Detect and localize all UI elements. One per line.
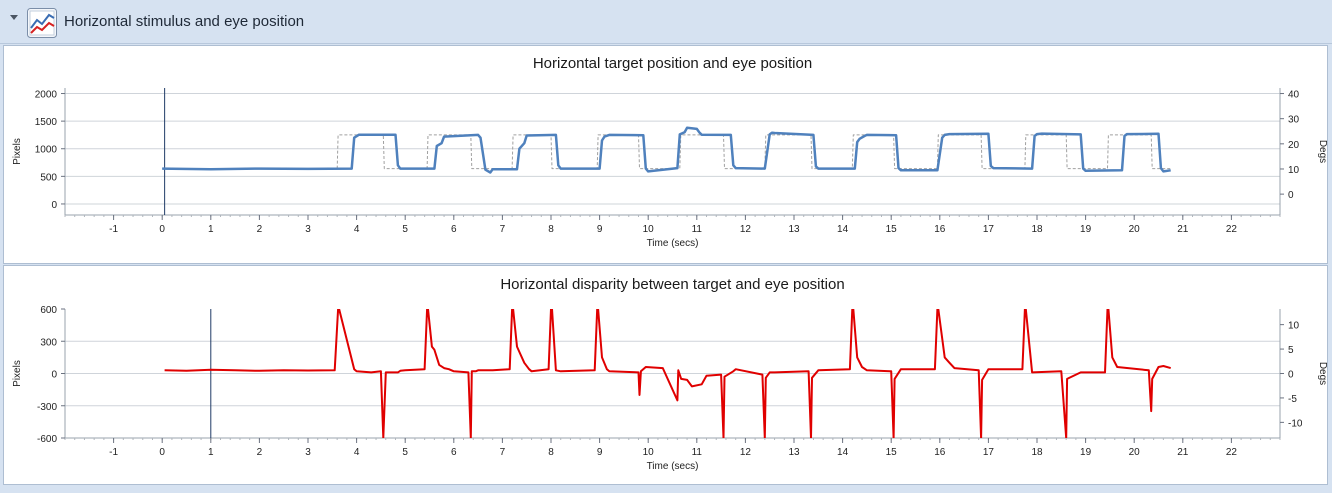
y2-tick-label: 30 bbox=[1288, 115, 1300, 126]
x-tick-label: 12 bbox=[740, 447, 752, 458]
disparity-line bbox=[164, 309, 1171, 438]
x-tick-label: 10 bbox=[643, 447, 655, 458]
panel-header: Horizontal stimulus and eye position bbox=[0, 0, 1332, 44]
bottom-strip bbox=[0, 486, 1332, 493]
y2-tick-label: -5 bbox=[1288, 394, 1297, 405]
y-tick-label: 0 bbox=[51, 370, 57, 381]
x-tick-label: 0 bbox=[159, 224, 165, 235]
x-tick-label: 6 bbox=[451, 447, 457, 458]
y2-tick-label: 0 bbox=[1288, 190, 1294, 201]
x-tick-label: 0 bbox=[159, 447, 165, 458]
x-tick-label: 9 bbox=[597, 447, 603, 458]
x-tick-label: 7 bbox=[500, 447, 506, 458]
target-eye-position-chart: Horizontal target position and eye posit… bbox=[3, 45, 1328, 264]
x-tick-label: 10 bbox=[643, 224, 655, 235]
disparity-chart: Horizontal disparity between target and … bbox=[3, 265, 1328, 485]
x-tick-label: 17 bbox=[983, 447, 995, 458]
x-tick-label: 4 bbox=[354, 447, 360, 458]
y2-tick-label: -10 bbox=[1288, 418, 1303, 429]
x-tick-label: 2 bbox=[257, 447, 263, 458]
x-tick-label: 20 bbox=[1129, 447, 1141, 458]
x-tick-label: 17 bbox=[983, 224, 995, 235]
collapse-arrow-icon[interactable] bbox=[10, 15, 18, 20]
x-tick-label: 13 bbox=[788, 224, 800, 235]
x-tick-label: 13 bbox=[788, 447, 800, 458]
series-group bbox=[164, 309, 1171, 438]
y2-tick-label: 10 bbox=[1288, 321, 1300, 332]
x-tick-label: 12 bbox=[740, 224, 752, 235]
y-tick-label: -600 bbox=[37, 434, 57, 445]
x-tick-label: 18 bbox=[1031, 447, 1043, 458]
x-tick-label: 7 bbox=[500, 224, 506, 235]
x-tick-label: 3 bbox=[305, 224, 311, 235]
y2-axis-label: Degs bbox=[1317, 362, 1327, 385]
y-tick-label: 500 bbox=[40, 172, 57, 183]
x-tick-label: 16 bbox=[934, 224, 946, 235]
y2-tick-label: 20 bbox=[1288, 140, 1300, 151]
y-axis-label: Pixels bbox=[12, 360, 23, 387]
x-tick-label: 9 bbox=[597, 224, 603, 235]
chart-title: Horizontal target position and eye posit… bbox=[533, 55, 812, 72]
y2-tick-label: 5 bbox=[1288, 345, 1294, 356]
x-tick-label: 8 bbox=[548, 447, 554, 458]
disparity-plot: Horizontal disparity between target and … bbox=[12, 276, 1328, 472]
x-tick-label: 20 bbox=[1129, 224, 1141, 235]
x-tick-label: 3 bbox=[305, 447, 311, 458]
x-tick-label: 19 bbox=[1080, 224, 1092, 235]
x-tick-label: 14 bbox=[837, 224, 849, 235]
y2-tick-label: 10 bbox=[1288, 165, 1300, 176]
x-tick-label: 1 bbox=[208, 224, 214, 235]
x-tick-label: 2 bbox=[257, 224, 263, 235]
x-tick-label: 4 bbox=[354, 224, 360, 235]
x-tick-label: 14 bbox=[837, 447, 849, 458]
x-tick-label: 5 bbox=[402, 447, 408, 458]
y-tick-label: 0 bbox=[51, 200, 57, 211]
x-tick-label: 5 bbox=[402, 224, 408, 235]
target-position-line bbox=[162, 134, 1171, 170]
x-tick-label: 15 bbox=[886, 447, 898, 458]
y-axis-label: Pixels bbox=[12, 138, 23, 165]
y2-tick-label: 40 bbox=[1288, 90, 1300, 101]
y-tick-label: 1000 bbox=[35, 145, 58, 156]
x-tick-label: -1 bbox=[109, 224, 118, 235]
x-tick-label: 22 bbox=[1226, 224, 1238, 235]
x-axis-label: Time (secs) bbox=[647, 461, 699, 472]
x-tick-label: -1 bbox=[109, 447, 118, 458]
x-tick-label: 19 bbox=[1080, 447, 1092, 458]
line-chart-icon bbox=[27, 8, 57, 38]
x-tick-label: 11 bbox=[692, 224, 703, 235]
y-tick-label: 1500 bbox=[35, 117, 58, 128]
eye-position-line bbox=[162, 126, 1171, 174]
x-tick-label: 21 bbox=[1177, 224, 1189, 235]
x-tick-label: 16 bbox=[934, 447, 946, 458]
x-tick-label: 18 bbox=[1031, 224, 1043, 235]
x-tick-label: 8 bbox=[548, 224, 554, 235]
x-tick-label: 15 bbox=[886, 224, 898, 235]
y-tick-label: 300 bbox=[40, 337, 57, 348]
y2-tick-label: 0 bbox=[1288, 370, 1294, 381]
y-tick-label: -300 bbox=[37, 402, 57, 413]
series-group bbox=[162, 126, 1171, 174]
y-tick-label: 600 bbox=[40, 305, 57, 316]
chart-title: Horizontal disparity between target and … bbox=[500, 276, 844, 293]
y-tick-label: 2000 bbox=[35, 90, 58, 101]
y2-axis-label: Degs bbox=[1317, 140, 1327, 163]
x-tick-label: 1 bbox=[208, 447, 214, 458]
x-axis-label: Time (secs) bbox=[647, 238, 699, 249]
x-tick-label: 11 bbox=[692, 447, 703, 458]
target-eye-position-plot: Horizontal target position and eye posit… bbox=[12, 55, 1328, 249]
x-tick-label: 22 bbox=[1226, 447, 1238, 458]
x-tick-label: 6 bbox=[451, 224, 457, 235]
x-tick-label: 21 bbox=[1177, 447, 1189, 458]
panel-title: Horizontal stimulus and eye position bbox=[64, 13, 305, 30]
